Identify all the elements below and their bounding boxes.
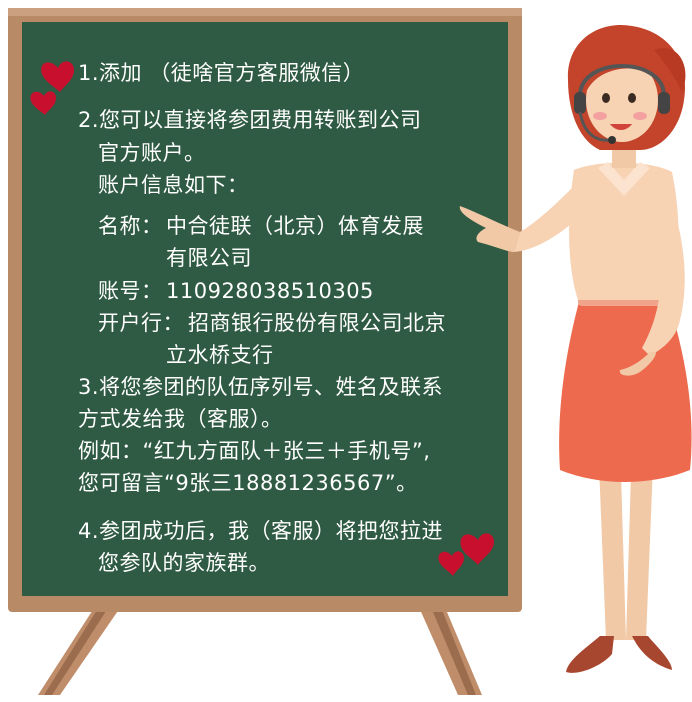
step-2-line-2: 官方账户。 xyxy=(98,141,206,165)
step-3-line-3: 例如：“红九方面队＋张三＋手机号”, xyxy=(78,439,431,463)
step-4-line-2: 您参队的家族群。 xyxy=(98,551,270,575)
account-name-line-2: 有限公司 xyxy=(166,246,252,270)
account-number-value: 110928038510305 xyxy=(166,279,374,303)
account-number-label: 账号： xyxy=(98,279,163,303)
step-3-line-1: 3.将您参团的队伍序列号、姓名及联系 xyxy=(78,375,444,399)
step-2-line-1: 2.您可以直接将参团费用转账到公司 xyxy=(78,108,422,132)
account-name-label: 名称： xyxy=(98,214,163,238)
step-3-line-2: 方式发给我（客服）。 xyxy=(78,407,283,431)
heart-icon xyxy=(30,61,74,115)
step-1: 1.添加 （徒啥官方客服微信） xyxy=(78,61,365,85)
step-4-line-1: 4.参团成功后，我（客服）将把您拉进 xyxy=(78,519,444,543)
easel-legs xyxy=(38,605,482,695)
account-bank-line-1: 招商银行股份有限公司北京 xyxy=(188,311,446,335)
account-name-line-1: 中合徒联（北京）体育发展 xyxy=(166,214,424,238)
heart-icon xyxy=(438,533,494,576)
account-bank-line-2: 立水桥支行 xyxy=(166,343,274,367)
step-2-line-3: 账户信息如下： xyxy=(98,173,249,197)
customer-service-woman xyxy=(459,24,692,673)
account-bank-label: 开户行： xyxy=(98,311,184,335)
step-3-line-4: 您可留言“9张三18881236567”。 xyxy=(78,471,418,495)
chalkboard xyxy=(22,22,508,596)
